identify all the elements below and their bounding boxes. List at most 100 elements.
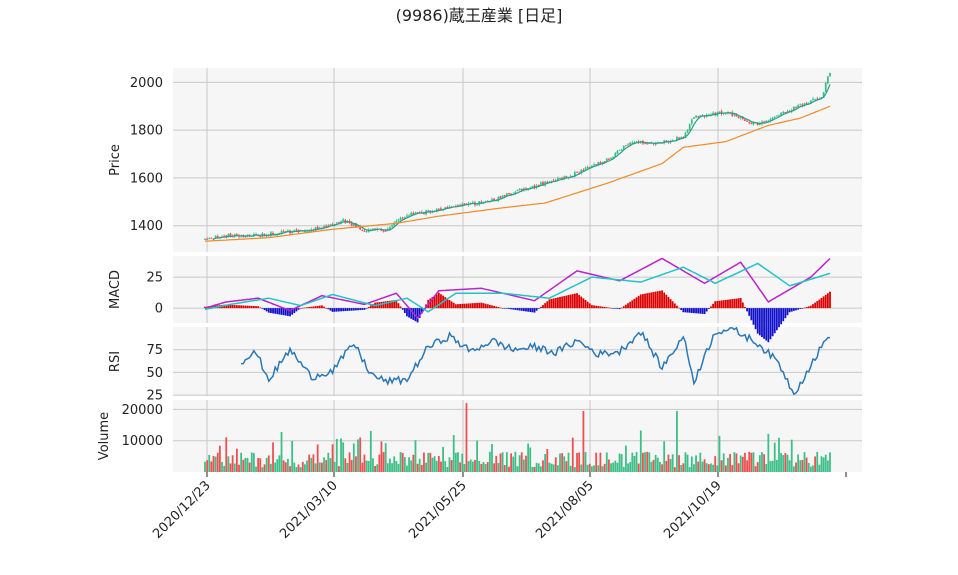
volume-bar [588, 463, 591, 472]
macd-hist-bar [563, 296, 566, 309]
macd-hist-bar [622, 306, 625, 309]
macd-hist-bar [792, 308, 795, 311]
macd-hist-bar [616, 308, 619, 309]
volume-bar [263, 464, 266, 472]
volume-bar [442, 446, 444, 472]
macd-hist-bar [699, 308, 702, 314]
volume-bar [480, 463, 483, 472]
candle-body [335, 222, 338, 224]
volume-bar [265, 457, 268, 472]
macd-hist-bar [270, 308, 272, 314]
macd-hist-bar [491, 305, 493, 309]
volume-bar [529, 447, 532, 472]
macd-hist-bar [546, 301, 549, 309]
macd-hist-bar [259, 307, 262, 309]
candle-body [365, 231, 368, 233]
macd-hist-bar [612, 308, 615, 309]
macd-hist-bar [223, 304, 226, 309]
volume-bar [795, 462, 797, 472]
volume-bar [525, 455, 527, 472]
volume-bar [276, 459, 279, 472]
macd-hist-bar [527, 308, 530, 312]
candle-body [546, 181, 549, 183]
volume-bar [527, 443, 530, 472]
volume-bar [291, 440, 294, 472]
macd-hist-bar [618, 308, 621, 310]
macd-hist-bar [554, 297, 557, 309]
macd-hist-bar [499, 307, 502, 309]
rsi-ytick-label: 25 [146, 389, 163, 404]
candle-body [593, 164, 595, 166]
macd-hist-bar [310, 306, 313, 309]
macd-hist-bar [627, 303, 629, 309]
volume-bar [750, 452, 753, 472]
volume-bar [308, 454, 311, 472]
candle-body [665, 140, 668, 142]
macd-hist-bar [359, 308, 362, 311]
macd-hist-bar [707, 308, 710, 309]
candle-body [482, 201, 485, 203]
volume-bar [522, 459, 525, 472]
macd-hist-bar [363, 308, 366, 310]
macd-hist-bar [512, 308, 515, 310]
candle-body [437, 208, 440, 210]
macd-hist-bar [352, 308, 355, 311]
volume-bar [210, 461, 213, 472]
macd-hist-bar [682, 308, 685, 313]
volume-bar [761, 452, 763, 472]
macd-hist-bar [384, 301, 387, 309]
candle-body [539, 182, 542, 185]
macd-hist-bar [820, 297, 823, 309]
macd-hist-bar [318, 305, 321, 309]
volume-bar [267, 455, 270, 472]
candle-body [284, 231, 287, 233]
macd-hist-bar [684, 308, 687, 313]
volume-bar [395, 460, 398, 472]
macd-hist-bar [559, 296, 561, 309]
candle-body [591, 165, 593, 168]
macd-hist-bar [316, 305, 319, 309]
candle-body [214, 235, 217, 239]
volume-bar [352, 443, 355, 472]
macd-histogram [204, 290, 831, 343]
candle-body [225, 235, 228, 238]
candle-body [584, 167, 587, 170]
macd-hist-bar [680, 308, 683, 311]
rsi-line [241, 326, 830, 396]
volume-bar [663, 441, 666, 472]
macd-hist-bar [478, 302, 481, 309]
candle-body [644, 143, 646, 145]
candle-body [733, 114, 736, 116]
macd-hist-bar [495, 306, 498, 309]
macd-hist-bar [739, 298, 742, 309]
macd-hist-bar [461, 303, 464, 309]
volume-bar [554, 457, 557, 472]
macd-hist-bar [795, 308, 797, 311]
macd-hist-bar [297, 308, 300, 310]
volume-bar [416, 463, 419, 472]
macd-hist-bar [625, 304, 627, 309]
candle-body [582, 169, 585, 171]
volume-bar [335, 438, 338, 472]
candle-body [693, 117, 695, 119]
volume-bar [374, 466, 376, 472]
volume-bar [278, 455, 281, 472]
macd-hist-bar [284, 308, 287, 316]
volume-bar [231, 455, 234, 472]
volume-bar [252, 453, 255, 472]
macd-hist-bar [786, 308, 789, 316]
macd-hist-bar [252, 306, 255, 309]
macd-hist-bar [705, 308, 708, 312]
macd-hist-bar [601, 306, 604, 309]
candle-body [573, 172, 576, 177]
volume-bar [250, 452, 253, 472]
volume-bar [616, 462, 619, 472]
macd-hist-bar [633, 298, 636, 309]
candle-body [824, 83, 827, 92]
candle-body [448, 206, 451, 208]
volume-bar [467, 461, 470, 472]
macd-hist-bar [342, 308, 345, 312]
macd-hist-bar [444, 297, 447, 309]
candle-body [780, 112, 783, 116]
candle-body [829, 72, 831, 77]
